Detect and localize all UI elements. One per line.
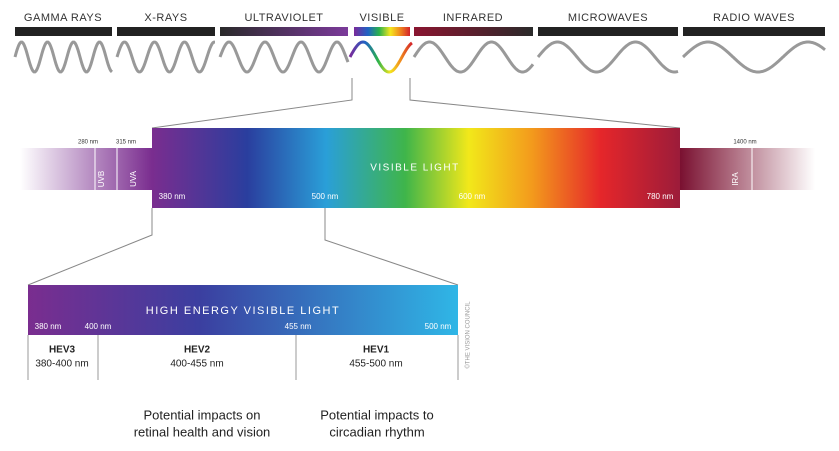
- nm-tick: 455 nm: [285, 322, 312, 331]
- hev-title: HIGH ENERGY VISIBLE LIGHT: [146, 305, 340, 317]
- band-label: INFRARED: [443, 12, 503, 24]
- waves: [13, 40, 826, 74]
- band-label: RADIO WAVES: [713, 12, 795, 24]
- group-dividers: [27, 335, 459, 380]
- nm-tick: 500 nm: [312, 192, 339, 201]
- band-bar: [117, 27, 215, 36]
- nm-tick: 600 nm: [459, 192, 486, 201]
- wave: [681, 40, 826, 74]
- wave: [218, 40, 350, 74]
- group-name: HEV2: [184, 345, 211, 356]
- group-range: 455-500 nm: [349, 359, 402, 370]
- nm-mark: 280 nm: [78, 140, 98, 146]
- nm-tick: 400 nm: [85, 322, 112, 331]
- band-bars: [15, 27, 825, 36]
- nm-mark: 315 nm: [116, 140, 136, 146]
- note: Potential impacts on: [143, 407, 260, 422]
- note: Potential impacts to: [320, 407, 433, 422]
- group-range: 400-455 nm: [170, 359, 223, 370]
- band-bar: [354, 27, 410, 36]
- wave: [348, 40, 413, 74]
- band-bar: [683, 27, 825, 36]
- band-label: GAMMA RAYS: [24, 12, 102, 24]
- band-bar: [220, 27, 348, 36]
- hev-bar: [28, 285, 458, 335]
- group-name: HEV3: [49, 345, 76, 356]
- note: retinal health and vision: [134, 424, 271, 439]
- band-name: UVA: [129, 170, 138, 187]
- wave: [115, 40, 215, 74]
- band-bar: [538, 27, 678, 36]
- band-label: MICROWAVES: [568, 12, 648, 24]
- credit: ©THE VISION COUNCIL: [465, 301, 472, 369]
- ir-band: [680, 148, 815, 190]
- visible-bar: [152, 128, 680, 208]
- band-name: UVB: [97, 171, 106, 187]
- band-bar: [15, 27, 112, 36]
- uv-band: [20, 148, 152, 190]
- band-bar: [414, 27, 533, 36]
- nm-tick: 780 nm: [647, 192, 674, 201]
- wave: [13, 40, 114, 74]
- group-name: HEV1: [363, 345, 390, 356]
- band-name: IRA: [731, 172, 740, 186]
- nm-tick: 380 nm: [35, 322, 62, 331]
- group-range: 380-400 nm: [35, 359, 88, 370]
- nm-tick: 500 nm: [425, 322, 452, 331]
- zoom-lines: [27, 78, 681, 286]
- wave: [412, 40, 535, 74]
- band-label: VISIBLE: [359, 12, 404, 24]
- note: circadian rhythm: [329, 424, 424, 439]
- wave: [536, 40, 679, 74]
- visible-title: VISIBLE LIGHT: [370, 163, 460, 174]
- band-label: X-RAYS: [144, 12, 187, 24]
- nm-tick: 380 nm: [159, 192, 186, 201]
- nm-mark: 1400 nm: [733, 140, 756, 146]
- band-label: ULTRAVIOLET: [244, 12, 323, 24]
